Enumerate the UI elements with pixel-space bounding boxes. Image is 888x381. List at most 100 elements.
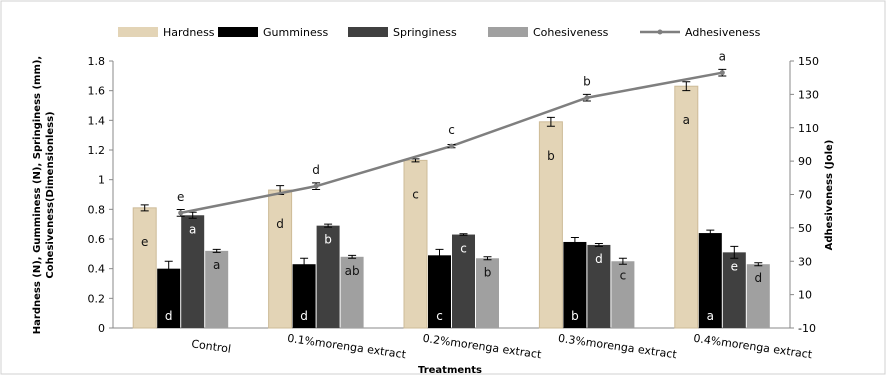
- y-axis-title: Hardness (N), Gumminess (N), Springiness…: [32, 56, 43, 334]
- error-bar: [324, 223, 333, 228]
- bar: [428, 255, 451, 328]
- error-bar: [570, 237, 579, 247]
- error-bar: [348, 254, 357, 259]
- legend-label: Gumminess: [263, 26, 328, 39]
- significance-letter: a: [189, 222, 196, 236]
- y2-tick-label: 50: [798, 222, 812, 235]
- bar: [403, 159, 428, 329]
- significance-letter: b: [547, 149, 555, 163]
- y2-tick-label: 70: [798, 189, 812, 202]
- error-bar: [754, 262, 763, 267]
- error-bar: [411, 158, 420, 163]
- error-bar: [730, 245, 739, 259]
- significance-letter: e: [177, 190, 184, 204]
- significance-letter: d: [312, 163, 320, 177]
- line-marker: [449, 143, 454, 149]
- error-bar: [140, 204, 149, 212]
- error-bar: [459, 233, 468, 236]
- y2-tick-label: 30: [798, 255, 812, 268]
- significance-letter: a: [213, 258, 220, 272]
- legend-swatch: [218, 27, 258, 37]
- bar: [698, 233, 722, 328]
- y-tick-label: 1.2: [88, 144, 106, 157]
- significance-letter: a: [683, 113, 690, 127]
- bar: [611, 261, 635, 328]
- error-bar: [212, 248, 221, 253]
- bar: [563, 241, 587, 328]
- error-bar: [164, 260, 173, 277]
- y2-tick-label: 110: [798, 122, 819, 135]
- y-tick-label: 0.4: [88, 263, 106, 276]
- y-tick-label: 1.4: [88, 114, 106, 127]
- bar: [292, 264, 316, 328]
- significance-letter: d: [276, 217, 284, 231]
- y-tick-label: 0: [98, 322, 105, 335]
- y-tick-label: 0.2: [88, 292, 106, 305]
- y2-tick-label: -10: [798, 322, 816, 335]
- significance-letter: d: [595, 252, 603, 266]
- bar: [181, 215, 205, 328]
- x-axis-title: Treatments: [418, 365, 482, 376]
- significance-letter: e: [141, 235, 148, 249]
- significance-letter: e: [731, 259, 738, 273]
- error-bar: [546, 116, 555, 127]
- y-axis-title: Cohesiveness(Dimensionless): [45, 111, 56, 278]
- y2-tick-label: 10: [798, 289, 812, 302]
- x-tick-label: Control: [191, 337, 232, 355]
- y-tick-label: 1: [98, 174, 105, 187]
- bar: [722, 252, 746, 328]
- significance-letter: a: [719, 50, 726, 64]
- error-bar: [188, 211, 197, 219]
- legend-label: Adhesiveness: [685, 26, 761, 39]
- y2-axis-title: Adhesiveness (Jole): [824, 140, 835, 251]
- legend-swatch: [488, 27, 528, 37]
- bar: [316, 225, 340, 328]
- line-marker: [584, 95, 590, 101]
- significance-letter: c: [460, 242, 467, 256]
- error-bar: [594, 242, 603, 247]
- legend-label: Cohesiveness: [533, 26, 609, 39]
- error-bar: [300, 257, 309, 271]
- bar: [132, 207, 157, 329]
- legend-label: Springiness: [393, 26, 457, 39]
- significance-letter: a: [707, 309, 714, 323]
- bar: [268, 189, 293, 329]
- y-tick-label: 0.6: [88, 233, 106, 246]
- line-marker: [313, 183, 319, 189]
- significance-letter: d: [300, 309, 308, 323]
- line-marker: [719, 70, 725, 76]
- bar: [746, 264, 770, 328]
- significance-letter: b: [324, 233, 332, 247]
- significance-letter: b: [571, 309, 579, 323]
- line-marker: [178, 210, 184, 216]
- legend-swatch: [348, 27, 388, 37]
- bar: [452, 234, 475, 328]
- bar: [157, 268, 181, 328]
- significance-letter: d: [165, 309, 173, 323]
- legend-label: Hardness: [163, 26, 215, 39]
- error-bar: [435, 248, 444, 262]
- bar: [587, 244, 611, 328]
- bar: [340, 256, 364, 328]
- error-bar: [682, 81, 691, 92]
- significance-letter: b: [484, 265, 492, 279]
- legend-swatch: [657, 29, 663, 35]
- bar: [476, 258, 499, 328]
- y-tick-label: 0.8: [88, 203, 106, 216]
- y2-tick-label: 90: [798, 155, 812, 168]
- error-bar: [483, 256, 492, 261]
- significance-letter: d: [754, 271, 762, 285]
- y2-tick-label: 130: [798, 88, 819, 101]
- significance-letter: ab: [345, 264, 360, 278]
- error-bar: [706, 229, 715, 237]
- y-tick-label: 1.8: [88, 55, 106, 68]
- y2-tick-label: 150: [798, 55, 819, 68]
- significance-letter: b: [583, 75, 591, 89]
- significance-letter: c: [448, 123, 455, 137]
- error-bar: [618, 257, 627, 265]
- significance-letter: c: [620, 268, 627, 282]
- legend-swatch: [118, 27, 158, 37]
- significance-letter: c: [412, 187, 419, 201]
